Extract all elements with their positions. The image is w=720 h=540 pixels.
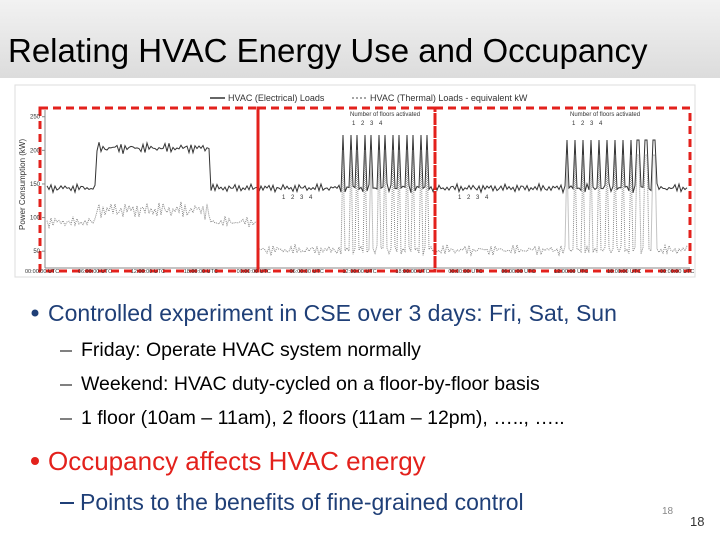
slide-title: Relating HVAC Energy Use and Occupancy: [8, 32, 648, 69]
floor-number: 1: [572, 121, 576, 127]
floor-number: 3: [370, 121, 374, 127]
floor-number: 2: [467, 195, 471, 201]
x-tick-label: 00:00:00 UTC: [237, 269, 271, 275]
y-tick-label: 150: [30, 182, 41, 188]
y-tick-label: 50: [33, 249, 40, 255]
legend-label: HVAC (Electrical) Loads: [228, 93, 325, 103]
x-tick-label: 06:00:00 UTC: [501, 269, 535, 275]
floor-number: 4: [379, 121, 383, 127]
highlight-box: [256, 106, 437, 273]
page-number: 18: [690, 514, 705, 529]
floor-number: 3: [476, 195, 480, 201]
floor-number: 1: [458, 195, 462, 201]
x-tick-label: 18:00:00 UTC: [395, 269, 429, 275]
floor-number: 1: [352, 121, 356, 127]
x-tick-label: 06:00:00 UTC: [290, 269, 324, 275]
x-tick-label: 06:00:00 UTC: [78, 269, 112, 275]
floor-number: 2: [581, 121, 585, 127]
floor-label: Number of floors activated: [350, 112, 420, 118]
title-band: [0, 0, 720, 78]
sub-bullet-text: Weekend: HVAC duty-cycled on a floor-by-…: [81, 373, 540, 395]
floor-label: Number of floors activated: [570, 112, 640, 118]
bullet: [31, 309, 39, 317]
x-tick-label: 12:00:00 UTC: [343, 269, 377, 275]
x-tick-label: 18:00:00 UTC: [607, 269, 641, 275]
y-axis-label: Power Consumption (kW): [18, 139, 27, 230]
x-tick-label: 12:00:00 UTC: [131, 269, 165, 275]
x-tick-label: 00:00:00 UTC: [660, 269, 694, 275]
x-tick-label: 18:00:00 UTC: [184, 269, 218, 275]
traces: [46, 134, 688, 258]
highlight-box: [433, 106, 692, 273]
floor-number: 2: [361, 121, 365, 127]
x-tick-label: 00:00:00 UTC: [25, 269, 59, 275]
floor-number: 1: [282, 195, 286, 201]
bullet-text: Occupancy affects HVAC energy: [48, 446, 426, 476]
legend-label: HVAC (Thermal) Loads - equivalent kW: [370, 93, 528, 103]
thermal-trace: [46, 149, 688, 258]
sub-bullet-text: 1 floor (10am – 11am), 2 floors (11am – …: [81, 407, 565, 429]
sub-bullet-text: Friday: Operate HVAC system normally: [81, 339, 421, 361]
y-tick-label: 100: [30, 216, 41, 222]
floor-number: 4: [599, 121, 603, 127]
y-tick-label: 250: [30, 115, 41, 121]
y-tick-label: 200: [30, 148, 41, 154]
x-tick-label: 00:00:00 UTC: [448, 269, 482, 275]
sub-bullet-text: Points to the benefits of fine-grained c…: [80, 489, 524, 515]
electrical-trace: [46, 134, 688, 195]
floor-number: 3: [590, 121, 594, 127]
floor-number: 4: [309, 195, 313, 201]
floor-number: 3: [300, 195, 304, 201]
x-tick-label: 12:00:00 UTC: [554, 269, 588, 275]
bullet: [31, 457, 39, 465]
bullet-text: Controlled experiment in CSE over 3 days…: [48, 300, 617, 326]
floor-number: 4: [485, 195, 489, 201]
page-number: 18: [662, 506, 674, 517]
floor-number: 2: [291, 195, 295, 201]
